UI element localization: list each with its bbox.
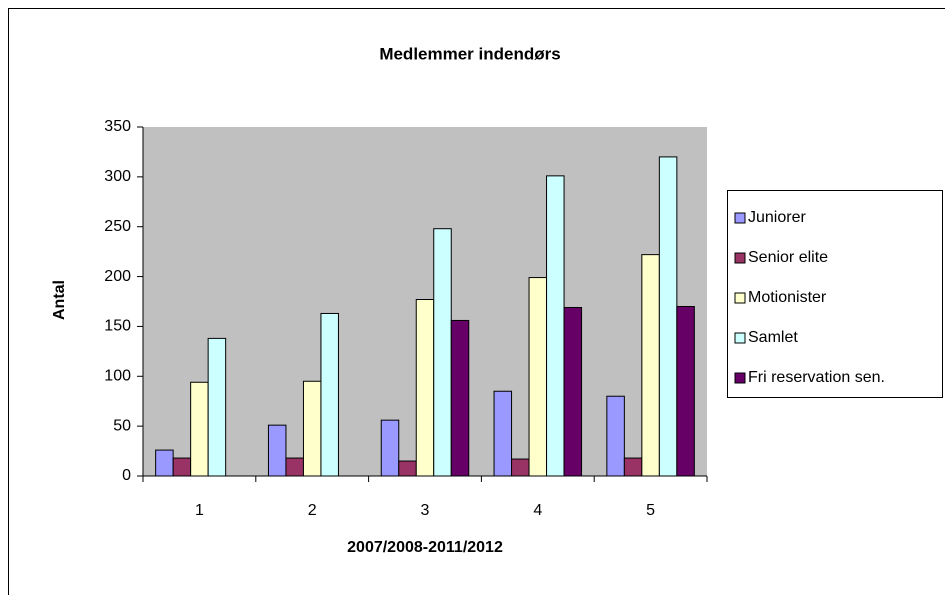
bar	[494, 391, 512, 476]
bar	[512, 459, 530, 476]
chart-title: Medlemmer indendørs	[379, 44, 560, 63]
legend-swatch	[735, 293, 745, 303]
bar	[286, 458, 304, 476]
y-tick-label: 250	[104, 218, 131, 235]
legend-label: Motionister	[748, 289, 827, 306]
bar	[191, 382, 209, 476]
bar	[547, 176, 565, 476]
bar	[321, 313, 339, 476]
legend-label: Senior elite	[748, 249, 828, 266]
y-axis-label: Antal	[51, 280, 68, 320]
y-tick-label: 350	[104, 118, 131, 135]
y-tick-label: 100	[104, 368, 131, 385]
bar	[642, 255, 660, 476]
legend-swatch	[735, 333, 745, 343]
bar	[399, 461, 417, 476]
bar	[173, 458, 191, 476]
bar	[268, 425, 286, 476]
x-tick-label: 1	[195, 502, 204, 519]
bar	[416, 300, 434, 476]
legend-label: Samlet	[748, 329, 798, 346]
legend-swatch	[735, 253, 745, 263]
bar	[208, 338, 226, 476]
bar	[381, 420, 399, 476]
bar	[677, 306, 695, 476]
y-tick-label: 300	[104, 168, 131, 185]
legend-label: Fri reservation sen.	[748, 369, 885, 386]
bar	[451, 320, 469, 476]
x-axis-label: 2007/2008-2011/2012	[347, 539, 503, 556]
x-tick-label: 4	[533, 502, 542, 519]
legend-label: Juniorer	[748, 209, 806, 226]
y-tick-label: 50	[113, 417, 131, 434]
bar	[607, 396, 625, 476]
x-tick-label: 2	[308, 502, 317, 519]
legend-swatch	[735, 213, 745, 223]
bar	[529, 278, 547, 476]
x-tick-label: 3	[421, 502, 430, 519]
bar	[156, 450, 174, 476]
bar	[624, 458, 642, 476]
y-tick-label: 0	[122, 467, 131, 484]
bar	[434, 229, 452, 476]
x-tick-label: 5	[646, 502, 655, 519]
legend-swatch	[735, 373, 745, 383]
y-tick-label: 200	[104, 268, 131, 285]
bar	[303, 381, 321, 476]
y-tick-label: 150	[104, 318, 131, 335]
bar	[564, 307, 582, 476]
bar	[659, 157, 677, 476]
